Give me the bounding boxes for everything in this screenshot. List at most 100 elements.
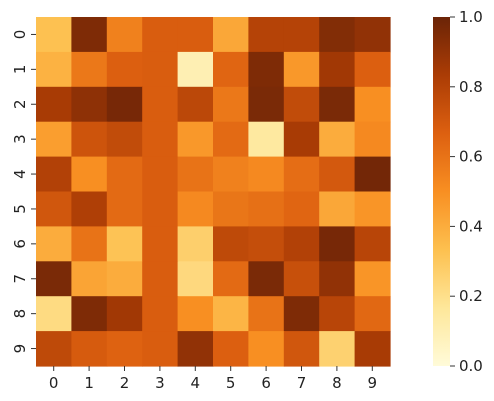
heatmap-cell-r7-c7 [283, 261, 320, 297]
heatmap-cell-r3-c0 [36, 121, 72, 158]
heatmap-cell-r8-c6 [248, 296, 285, 332]
heatmap-cell-r4-c4 [177, 156, 214, 193]
heatmap-cell-r8-c8 [319, 296, 356, 332]
heatmap-cell-r8-c1 [71, 296, 108, 332]
heatmap-cell-r0-c9 [354, 17, 391, 53]
heatmap-cell-r8-c0 [36, 296, 72, 332]
heatmap-cell-r0-c2 [106, 17, 143, 53]
x-tick-label: 2 [120, 374, 130, 392]
x-tick-label: 3 [155, 374, 165, 392]
heatmap-cell-r0-c5 [213, 17, 249, 53]
heatmap-cell-r2-c4 [177, 86, 214, 123]
heatmap-cell-r3-c9 [354, 121, 391, 158]
heatmap-cell-r8-c2 [106, 296, 143, 332]
heatmap-cell-r7-c0 [36, 261, 72, 297]
heatmap-cell-r6-c7 [283, 226, 320, 262]
colorbar-tick-label: 1.0 [459, 8, 483, 26]
heatmap-cell-r0-c1 [71, 17, 108, 53]
colorbar-ticks: 0.0 0.2 0.4 0.6 0.8 1.0 [450, 8, 483, 375]
heatmap-cell-r5-c4 [177, 191, 214, 227]
heatmap-cell-r3-c1 [71, 121, 108, 158]
heatmap-cell-r3-c2 [106, 121, 143, 158]
heatmap-cell-r7-c1 [71, 261, 108, 297]
x-tick-label: 0 [49, 374, 59, 392]
heatmap-cell-r7-c9 [354, 261, 391, 297]
y-tick-label: 9 [11, 344, 29, 354]
heatmap-cell-r8-c3 [142, 296, 179, 332]
heatmap-cell-r1-c8 [319, 51, 356, 88]
heatmap-cell-r0-c7 [283, 17, 320, 53]
heatmap-cell-r1-c3 [142, 51, 179, 88]
heatmap-cell-r6-c0 [36, 226, 72, 262]
heatmap-cell-r8-c7 [283, 296, 320, 332]
heatmap-cell-r2-c7 [283, 86, 320, 123]
heatmap-cell-r9-c1 [71, 331, 108, 367]
colorbar-tick-label: 0.8 [459, 78, 483, 96]
heatmap-cell-r5-c0 [36, 191, 72, 227]
heatmap-cell-r1-c7 [283, 51, 320, 88]
heatmap-cell-r6-c9 [354, 226, 391, 262]
heatmap-cell-r6-c3 [142, 226, 179, 262]
heatmap-cell-r2-c1 [71, 86, 108, 123]
y-tick-label: 1 [11, 65, 29, 75]
y-tick-label: 2 [11, 99, 29, 109]
y-tick-label: 6 [11, 239, 29, 249]
y-tick-label: 5 [11, 204, 29, 214]
y-tick-label: 0 [11, 30, 29, 40]
heatmap-cell-r5-c6 [248, 191, 285, 227]
heatmap-cell-r3-c8 [319, 121, 356, 158]
heatmap-cell-r2-c9 [354, 86, 391, 123]
x-tick-label: 4 [191, 374, 201, 392]
heatmap-cell-r7-c3 [142, 261, 179, 297]
heatmap-cell-r9-c0 [36, 331, 72, 367]
heatmap-cell-r0-c4 [177, 17, 214, 53]
heatmap-cell-r5-c5 [213, 191, 249, 227]
heatmap-cell-r0-c6 [248, 17, 285, 53]
heatmap-cell-r2-c2 [106, 86, 143, 123]
heatmap-cell-r5-c2 [106, 191, 143, 227]
heatmap-cell-r4-c5 [213, 156, 249, 193]
heatmap-cell-r4-c2 [106, 156, 143, 193]
heatmap-cell-r2-c8 [319, 86, 356, 123]
y-tick-label: 4 [11, 169, 29, 179]
heatmap-cell-r9-c8 [319, 331, 356, 367]
heatmap-cell-r0-c3 [142, 17, 179, 53]
y-tick-label: 3 [11, 134, 29, 144]
heatmap-cell-r4-c1 [71, 156, 108, 193]
heatmap-cell-r5-c1 [71, 191, 108, 227]
heatmap-cell-r2-c5 [213, 86, 249, 123]
heatmap-cell-r1-c0 [36, 51, 72, 88]
heatmap-cell-r7-c2 [106, 261, 143, 297]
heatmap-cell-r4-c0 [36, 156, 72, 193]
heatmap-cell-r4-c3 [142, 156, 179, 193]
heatmap-cell-r9-c7 [283, 331, 320, 367]
heatmap-cells [36, 17, 391, 367]
heatmap-cell-r9-c2 [106, 331, 143, 367]
heatmap-cell-r1-c6 [248, 51, 285, 88]
heatmap-cell-r1-c1 [71, 51, 108, 88]
heatmap-cell-r6-c2 [106, 226, 143, 262]
x-tick-label: 7 [297, 374, 307, 392]
heatmap-cell-r6-c5 [213, 226, 249, 262]
heatmap-cell-r9-c4 [177, 331, 214, 367]
x-tick-label: 1 [84, 374, 94, 392]
heatmap-cell-r8-c5 [213, 296, 249, 332]
heatmap-cell-r7-c5 [213, 261, 249, 297]
heatmap-cell-r5-c8 [319, 191, 356, 227]
heatmap-cell-r0-c8 [319, 17, 356, 53]
heatmap-cell-r2-c6 [248, 86, 285, 123]
heatmap-cell-r6-c8 [319, 226, 356, 262]
heatmap-cell-r7-c6 [248, 261, 285, 297]
heatmap-cell-r3-c5 [213, 121, 249, 158]
heatmap-cell-r6-c4 [177, 226, 214, 262]
heatmap-cell-r5-c3 [142, 191, 179, 227]
colorbar-tick-label: 0.4 [459, 217, 483, 235]
heatmap-cell-r6-c6 [248, 226, 285, 262]
heatmap-cell-r1-c4 [177, 51, 214, 88]
colorbar-tick-label: 0.2 [459, 287, 483, 305]
heatmap-cell-r9-c9 [354, 331, 391, 367]
heatmap-cell-r7-c8 [319, 261, 356, 297]
heatmap-cell-r3-c7 [283, 121, 320, 158]
y-tick-label: 8 [11, 309, 29, 319]
